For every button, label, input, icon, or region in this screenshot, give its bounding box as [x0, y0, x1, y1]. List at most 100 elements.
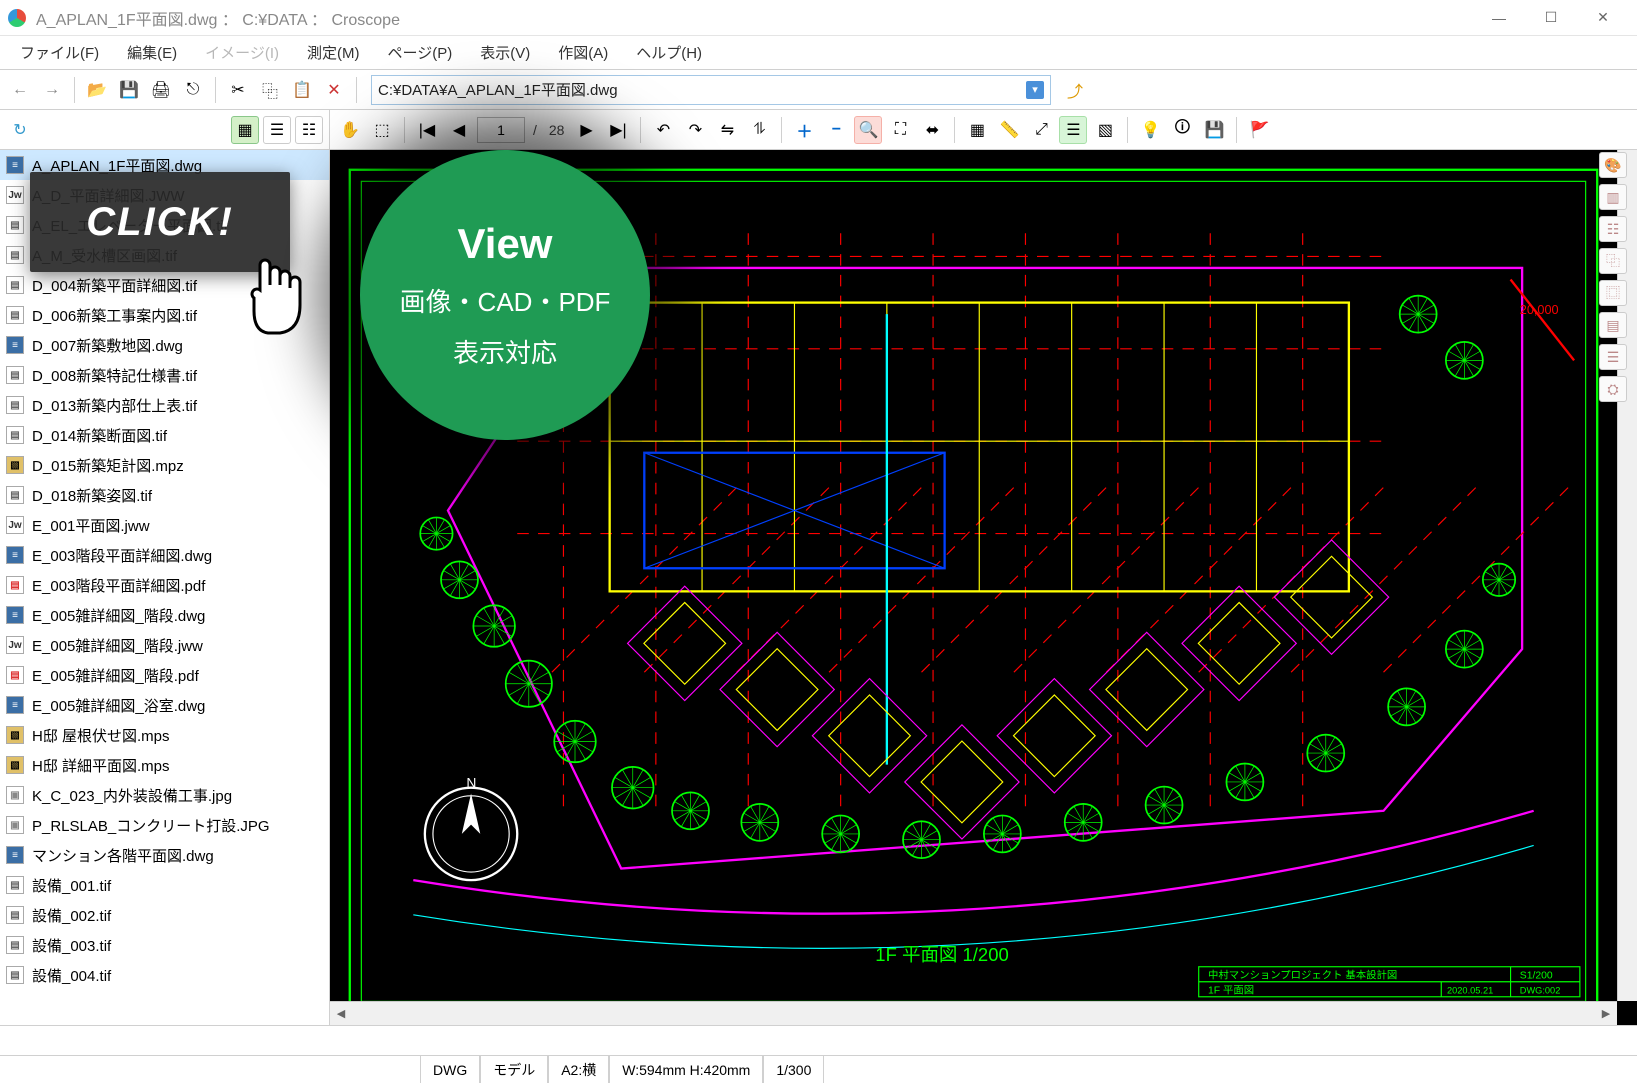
view-detail-button[interactable]: ☷	[295, 116, 323, 144]
file-item[interactable]: JwE_005雑詳細図_階段.jww	[0, 630, 329, 660]
cut-button[interactable]: ✂	[224, 76, 252, 104]
menu-ヘルプ[interactable]: ヘルプ(H)	[622, 36, 716, 69]
fit-width-button[interactable]: ⬌	[918, 116, 946, 144]
tif-file-icon: ▤	[6, 366, 24, 384]
bottom-row	[0, 1025, 1637, 1055]
render-button[interactable]: ▧	[1091, 116, 1119, 144]
first-page-button[interactable]: |◀	[413, 116, 441, 144]
rotate-right-button[interactable]: ↷	[681, 116, 709, 144]
launch-button[interactable]: ⎋	[179, 76, 207, 104]
menu-測定[interactable]: 測定(M)	[293, 36, 374, 69]
file-name: D_014新築断面図.tif	[32, 425, 167, 446]
flip-h-button[interactable]: ⇋	[713, 116, 741, 144]
file-item[interactable]: ▤設備_003.tif	[0, 930, 329, 960]
save-button[interactable]: 💾	[115, 76, 143, 104]
palette-button-1[interactable]: ▥	[1599, 184, 1627, 210]
palette-button-5[interactable]: ▤	[1599, 312, 1627, 338]
address-dropdown-icon[interactable]: ▾	[1026, 81, 1044, 99]
file-item[interactable]: ▧H邸 詳細平面図.mps	[0, 750, 329, 780]
rotate-left-button[interactable]: ↶	[649, 116, 677, 144]
info-button[interactable]: 🛈	[1168, 116, 1196, 144]
palette-button-0[interactable]: 🎨	[1599, 152, 1627, 178]
file-name: D_015新築矩計図.mpz	[32, 455, 184, 476]
folder-up-button[interactable]: ⤴	[1061, 76, 1089, 104]
flip-v-button[interactable]: ⥮	[745, 116, 773, 144]
file-item[interactable]: ▤設備_002.tif	[0, 900, 329, 930]
file-name: H邸 屋根伏せ図.mps	[32, 725, 170, 746]
file-item[interactable]: ≡E_003階段平面詳細図.dwg	[0, 540, 329, 570]
scroll-right-icon[interactable]: ▶	[1595, 1003, 1617, 1025]
zoom-out-button[interactable]: −	[822, 116, 850, 144]
next-page-button[interactable]: ▶	[572, 116, 600, 144]
last-page-button[interactable]: ▶|	[604, 116, 632, 144]
file-item[interactable]: ▤E_003階段平面詳細図.pdf	[0, 570, 329, 600]
save-view-button[interactable]: 💾	[1200, 116, 1228, 144]
click-text: CLICK!	[86, 200, 234, 245]
zoom-region-button[interactable]: 🔍	[854, 116, 882, 144]
horizontal-scrollbar[interactable]: ◀ ▶	[330, 1001, 1617, 1025]
zoom-in-button[interactable]: ＋	[790, 116, 818, 144]
file-item[interactable]: ▣K_C_023_内外装設備工事.jpg	[0, 780, 329, 810]
save-icon: 💾	[1205, 120, 1225, 140]
open-button[interactable]: 📂	[83, 76, 111, 104]
palette-button-4[interactable]: ⿴	[1599, 280, 1627, 306]
grid-button[interactable]: ▦	[963, 116, 991, 144]
print-button[interactable]: 🖨	[147, 76, 175, 104]
menu-編集[interactable]: 編集(E)	[113, 36, 191, 69]
file-item[interactable]: ▤設備_001.tif	[0, 870, 329, 900]
scroll-left-icon[interactable]: ◀	[330, 1003, 352, 1025]
badge-line2: 画像・CAD・PDF	[400, 282, 611, 319]
file-item[interactable]: ≡E_005雑詳細図_浴室.dwg	[0, 690, 329, 720]
ruler-button[interactable]: 📏	[995, 116, 1023, 144]
file-item[interactable]: ▧D_015新築矩計図.mpz	[0, 450, 329, 480]
delete-button[interactable]: ✕	[320, 76, 348, 104]
close-button[interactable]: ✕	[1577, 0, 1629, 36]
menu-ページ[interactable]: ページ(P)	[374, 36, 467, 69]
palette-button-3[interactable]: ⿻	[1599, 248, 1627, 274]
maximize-button[interactable]: ☐	[1525, 0, 1577, 36]
file-item[interactable]: ▧H邸 屋根伏せ図.mps	[0, 720, 329, 750]
palette-button-7[interactable]: ⛭	[1599, 376, 1627, 402]
nav-back-button[interactable]: ←	[6, 76, 34, 104]
view-tile-button[interactable]: ▦	[231, 116, 259, 144]
prev-page-button[interactable]: ◀	[445, 116, 473, 144]
menu-表示[interactable]: 表示(V)	[466, 36, 544, 69]
page-input[interactable]	[477, 117, 525, 143]
lamp-button[interactable]: 💡	[1136, 116, 1164, 144]
file-name: D_006新築工事案内図.tif	[32, 305, 197, 326]
file-name: E_003階段平面詳細図.dwg	[32, 545, 212, 566]
file-item[interactable]: ▤D_008新築特記仕様書.tif	[0, 360, 329, 390]
file-item[interactable]: ▤設備_004.tif	[0, 960, 329, 990]
info-icon: 🛈	[1174, 116, 1190, 143]
extents-button[interactable]: ⤢	[1027, 116, 1055, 144]
paste-button[interactable]: 📋	[288, 76, 316, 104]
file-item[interactable]: ▤E_005雑詳細図_階段.pdf	[0, 660, 329, 690]
file-item[interactable]: JwE_001平面図.jww	[0, 510, 329, 540]
file-item[interactable]: ▣P_RLSLAB_コンクリート打設.JPG	[0, 810, 329, 840]
marquee-button[interactable]: ⬚	[368, 116, 396, 144]
file-item[interactable]: ≡マンション各階平面図.dwg	[0, 840, 329, 870]
refresh-button[interactable]: ↻	[6, 116, 34, 144]
status-size: W:594mm H:420mm	[609, 1056, 763, 1083]
nav-forward-button[interactable]: →	[38, 76, 66, 104]
marker-button[interactable]: 🚩	[1245, 116, 1273, 144]
file-item[interactable]: ▤D_013新築内部仕上表.tif	[0, 390, 329, 420]
page-total: 28	[545, 122, 569, 138]
menu-作図[interactable]: 作図(A)	[544, 36, 622, 69]
pan-button[interactable]: ✋	[336, 116, 364, 144]
fit-button[interactable]: ⛶	[886, 116, 914, 144]
view-list-button[interactable]: ☰	[263, 116, 291, 144]
address-bar[interactable]: C:¥DATA¥A_APLAN_1F平面図.dwg ▾	[371, 75, 1051, 105]
prev-icon: ◀	[453, 120, 465, 140]
palette-button-2[interactable]: ☷	[1599, 216, 1627, 242]
layer-button[interactable]: ☰	[1059, 116, 1087, 144]
file-item[interactable]: ▤D_018新築姿図.tif	[0, 480, 329, 510]
minimize-button[interactable]: —	[1473, 0, 1525, 36]
file-item[interactable]: ▤D_014新築断面図.tif	[0, 420, 329, 450]
palette-button-6[interactable]: ☰	[1599, 344, 1627, 370]
menu-ファイル[interactable]: ファイル(F)	[6, 36, 113, 69]
arrow-right-icon: →	[44, 81, 60, 99]
copy-button[interactable]: ⿻	[256, 76, 284, 104]
rotate-right-icon: ↷	[689, 120, 702, 140]
file-item[interactable]: ≡E_005雑詳細図_階段.dwg	[0, 600, 329, 630]
